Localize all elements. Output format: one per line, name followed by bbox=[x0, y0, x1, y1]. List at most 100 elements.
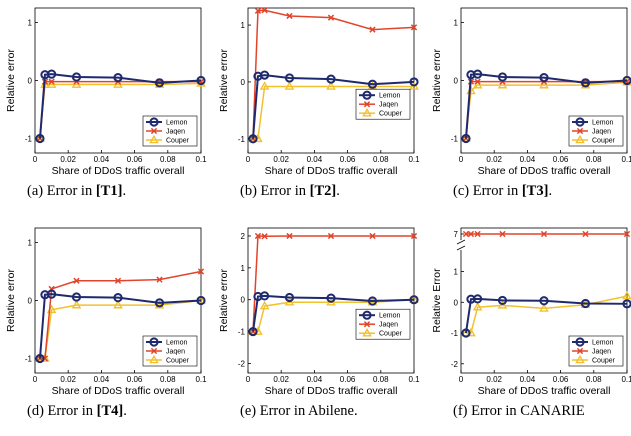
x-tick-label: 0.06 bbox=[127, 155, 143, 164]
marker-jaqen bbox=[474, 230, 481, 238]
x-tick-label: 0.06 bbox=[340, 375, 356, 384]
marker-jaqen bbox=[261, 7, 268, 14]
x-tick-label: 0 bbox=[246, 155, 251, 164]
y-axis-label: Relative error bbox=[431, 48, 443, 112]
series-line-couper bbox=[465, 295, 628, 334]
chart-panel-c: 0 0.02 0.04 0.06 0.08 0.1 -1 0 1 Share of DDoS tr… bbox=[431, 7, 631, 199]
legend-entry-couper: Couper bbox=[359, 107, 403, 118]
x-tick-label: 0 bbox=[459, 155, 464, 164]
marker-jaqen bbox=[467, 230, 475, 238]
marker-lemon bbox=[196, 295, 206, 306]
series-lemon bbox=[461, 294, 631, 338]
marker-jaqen bbox=[48, 78, 55, 85]
marker-couper bbox=[71, 299, 82, 309]
x-axis-label: Share of DDoS traffic overall bbox=[478, 385, 611, 397]
marker-lemon bbox=[35, 353, 45, 364]
legend: Lemon Jaqen Couper bbox=[142, 115, 198, 147]
marker-lemon bbox=[35, 133, 45, 144]
legend: Lemon Jaqen Couper bbox=[568, 335, 624, 367]
y-axis-label: Relative error bbox=[5, 48, 17, 112]
y-tick-label: 0 bbox=[241, 296, 246, 305]
x-tick-label: 0.08 bbox=[373, 155, 389, 164]
x-tick-label: 0.1 bbox=[195, 155, 207, 164]
marker-jaqen bbox=[474, 78, 481, 85]
x-tick-label: 0.02 bbox=[273, 155, 289, 164]
legend-entry-couper: Couper bbox=[572, 354, 616, 365]
x-axis-label: Share of DDoS traffic overall bbox=[52, 165, 185, 177]
y-tick-label: -2 bbox=[451, 360, 459, 369]
caption-part: . bbox=[548, 183, 552, 199]
legend-label: Lemon bbox=[592, 120, 614, 127]
caption-part: . bbox=[122, 183, 126, 199]
series-line-couper bbox=[252, 85, 414, 140]
marker-jaqen bbox=[363, 321, 371, 328]
plot-area bbox=[247, 7, 415, 154]
x-tick-label: 0.1 bbox=[621, 155, 631, 164]
legend: Lemon Jaqen Couper bbox=[355, 308, 411, 340]
y-tick-label: 1 bbox=[28, 19, 33, 28]
marker-lemon bbox=[580, 78, 591, 88]
x-tick-label: 0 bbox=[459, 375, 464, 384]
marker-lemon bbox=[284, 292, 295, 303]
marker-lemon bbox=[461, 328, 471, 338]
marker-lemon bbox=[71, 292, 82, 302]
series-line-jaqen bbox=[252, 9, 415, 139]
marker-jaqen bbox=[197, 268, 205, 275]
x-tick-label: 0.04 bbox=[520, 155, 536, 164]
legend: Lemon Jaqen Couper bbox=[355, 88, 411, 120]
marker-couper bbox=[539, 303, 549, 312]
x-axis-label: Share of DDoS traffic overall bbox=[478, 165, 611, 177]
marker-lemon bbox=[71, 72, 82, 82]
legend: Lemon Jaqen Couper bbox=[568, 115, 624, 147]
legend-entry-lemon: Lemon bbox=[146, 117, 188, 127]
marker-lemon bbox=[580, 298, 591, 309]
marker-lemon bbox=[539, 296, 549, 306]
caption-part: (b) Error in bbox=[240, 183, 310, 199]
series-line-lemon bbox=[251, 74, 415, 139]
series-jaqen bbox=[36, 268, 205, 362]
marker-couper bbox=[580, 79, 591, 89]
series-line-lemon bbox=[251, 294, 415, 332]
y-tick-label: 1 bbox=[28, 239, 33, 248]
x-axis-label: Share of DDoS traffic overall bbox=[265, 385, 398, 397]
marker-couper bbox=[149, 134, 159, 144]
marker-jaqen bbox=[286, 232, 293, 240]
marker-couper bbox=[113, 299, 123, 309]
caption-part: [T4] bbox=[97, 403, 124, 419]
y-tick-label: 1 bbox=[241, 264, 246, 273]
legend-entry-jaqen: Jaqen bbox=[146, 347, 185, 356]
y-tick-label: -1 bbox=[451, 135, 459, 144]
marker-lemon bbox=[47, 289, 57, 299]
y-tick-label: -1 bbox=[238, 328, 246, 337]
marker-couper bbox=[326, 81, 336, 90]
legend-entry-couper: Couper bbox=[359, 327, 403, 338]
marker-lemon bbox=[326, 293, 336, 303]
marker-couper bbox=[362, 327, 372, 337]
legend-label: Couper bbox=[592, 138, 616, 145]
x-tick-label: 0.02 bbox=[273, 375, 289, 384]
y-axis-label: Relative Error bbox=[431, 268, 443, 333]
x-tick-label: 0.1 bbox=[621, 375, 631, 384]
marker-couper bbox=[248, 133, 258, 143]
series-line-lemon bbox=[38, 73, 202, 139]
marker-couper bbox=[497, 79, 508, 89]
series-line-lemon bbox=[38, 293, 202, 359]
marker-couper bbox=[575, 134, 585, 144]
legend-entry-jaqen: Jaqen bbox=[146, 127, 185, 136]
x-tick-label: 0.1 bbox=[408, 155, 420, 164]
axis-break-gap bbox=[457, 240, 465, 250]
marker-couper bbox=[248, 326, 258, 335]
marker-jaqen bbox=[327, 14, 335, 21]
marker-lemon bbox=[149, 117, 159, 127]
marker-couper bbox=[259, 300, 270, 310]
marker-jaqen bbox=[114, 277, 122, 284]
series-jaqen bbox=[462, 230, 631, 238]
legend-label: Lemon bbox=[166, 120, 188, 127]
marker-lemon bbox=[367, 296, 378, 306]
marker-lemon bbox=[196, 75, 206, 86]
marker-couper bbox=[575, 354, 585, 364]
caption-part: (c) Error in bbox=[453, 183, 522, 199]
marker-couper bbox=[472, 301, 483, 311]
marker-lemon bbox=[284, 73, 295, 83]
